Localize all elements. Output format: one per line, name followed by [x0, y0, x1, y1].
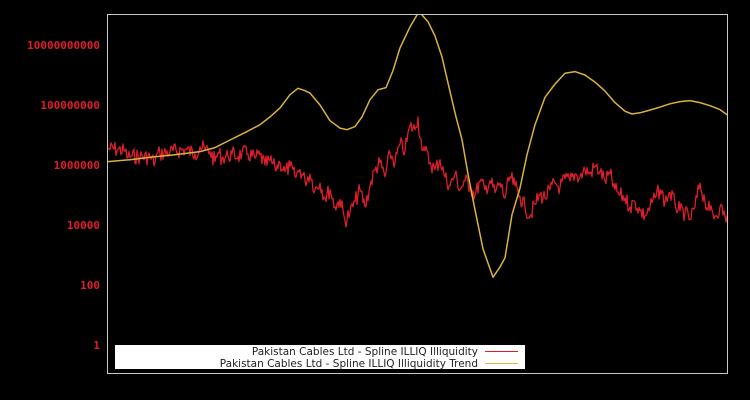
y-tick-label: 10000000000	[27, 39, 100, 52]
legend-label-illiquidity: Pakistan Cables Ltd - Spline ILLIQ Illiq…	[252, 346, 478, 358]
legend: Pakistan Cables Ltd - Spline ILLIQ Illiq…	[115, 345, 525, 370]
y-axis-ticks: 1 100 10000 1000000 100000000 1000000000…	[27, 39, 100, 352]
y-tick-label: 1	[93, 339, 100, 352]
y-tick-label: 1000000	[54, 159, 100, 172]
y-tick-label: 100	[80, 279, 100, 292]
illiquidity-series-line	[108, 116, 728, 228]
plot-frame	[107, 14, 728, 374]
y-tick-label: 100000000	[40, 99, 100, 112]
legend-label-trend: Pakistan Cables Ltd - Spline ILLIQ Illiq…	[220, 358, 478, 370]
illiquidity-trend-line	[108, 14, 728, 279]
legend-box	[115, 345, 525, 369]
y-tick-label: 10000	[67, 219, 100, 232]
